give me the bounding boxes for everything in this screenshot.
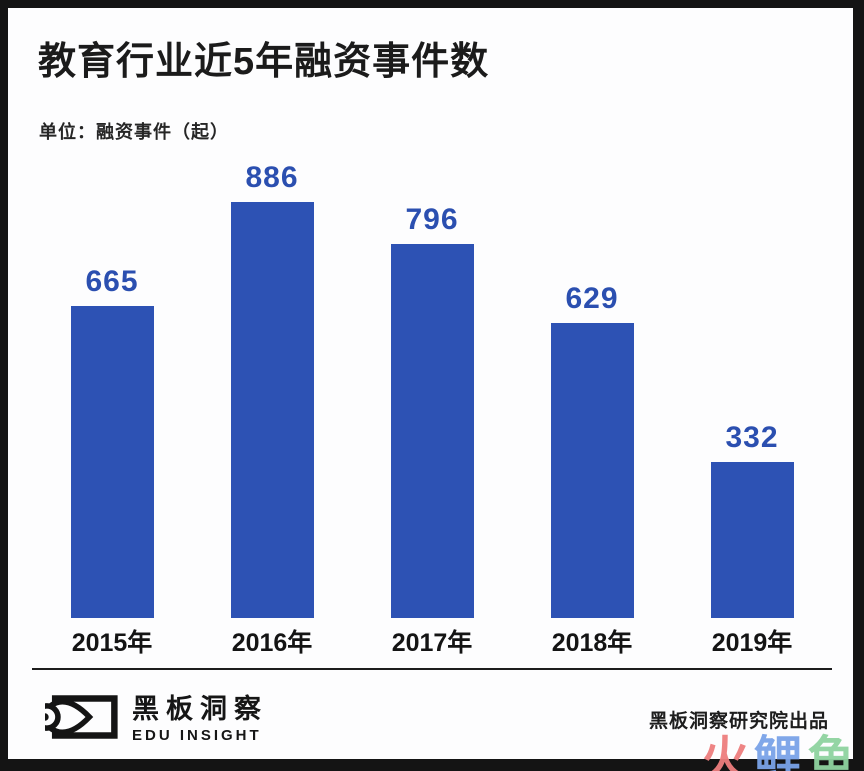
watermark-char: 鱼 [806, 733, 860, 771]
bar-value-label: 332 [725, 421, 779, 454]
x-axis-tick-label: 2017年 [391, 629, 473, 657]
x-axis-tick-label: 2016年 [231, 629, 313, 657]
footer: 黑板洞察 EDU INSIGHT 黑板洞察研究院出品 [8, 692, 853, 747]
bar [550, 323, 634, 618]
watermark-char: 火 [700, 733, 754, 771]
bar-group-2019年: 332 2019年 [672, 421, 832, 662]
brand-block: 黑板洞察 EDU INSIGHT [32, 692, 268, 747]
bar-group-2016年: 886 2016年 [192, 161, 352, 662]
edu-insight-eye-logo-icon [32, 692, 119, 747]
bar-value-label: 629 [565, 282, 619, 315]
card-content: 教育行业近5年融资事件数 单位：融资事件（起） 665 2015年 886 2016年… [8, 8, 853, 759]
page-title: 教育行业近5年融资事件数 [38, 41, 490, 83]
brand-subtitle: EDU INSIGHT [132, 726, 262, 744]
bar [710, 462, 794, 618]
x-axis-tick-label: 2018年 [551, 629, 633, 657]
bar [390, 244, 474, 618]
x-axis-tick-label: 2019年 [711, 629, 793, 657]
bar-value-label: 796 [405, 203, 459, 236]
bar-value-label: 886 [245, 161, 299, 194]
x-axis-tick-label: 2015年 [71, 629, 153, 657]
bar-value-label: 665 [85, 265, 139, 298]
bar-chart: 665 2015年 886 2016年 796 2017年 629 2018年 332 2019年 [8, 150, 853, 662]
watermark: 火鲤鱼 [701, 736, 860, 771]
bar-group-2015年: 665 2015年 [32, 265, 192, 662]
brand-name: 黑板洞察 [132, 694, 268, 725]
bar [70, 306, 154, 618]
bar [230, 202, 314, 618]
watermark-char: 鲤 [753, 733, 807, 771]
brand-text: 黑板洞察 EDU INSIGHT [132, 694, 268, 744]
footer-divider [32, 668, 832, 670]
credit-text: 黑板洞察研究院出品 [648, 711, 829, 732]
unit-label: 单位：融资事件（起） [39, 122, 229, 142]
bar-group-2017年: 796 2017年 [352, 203, 512, 662]
bar-group-2018年: 629 2018年 [512, 282, 672, 662]
